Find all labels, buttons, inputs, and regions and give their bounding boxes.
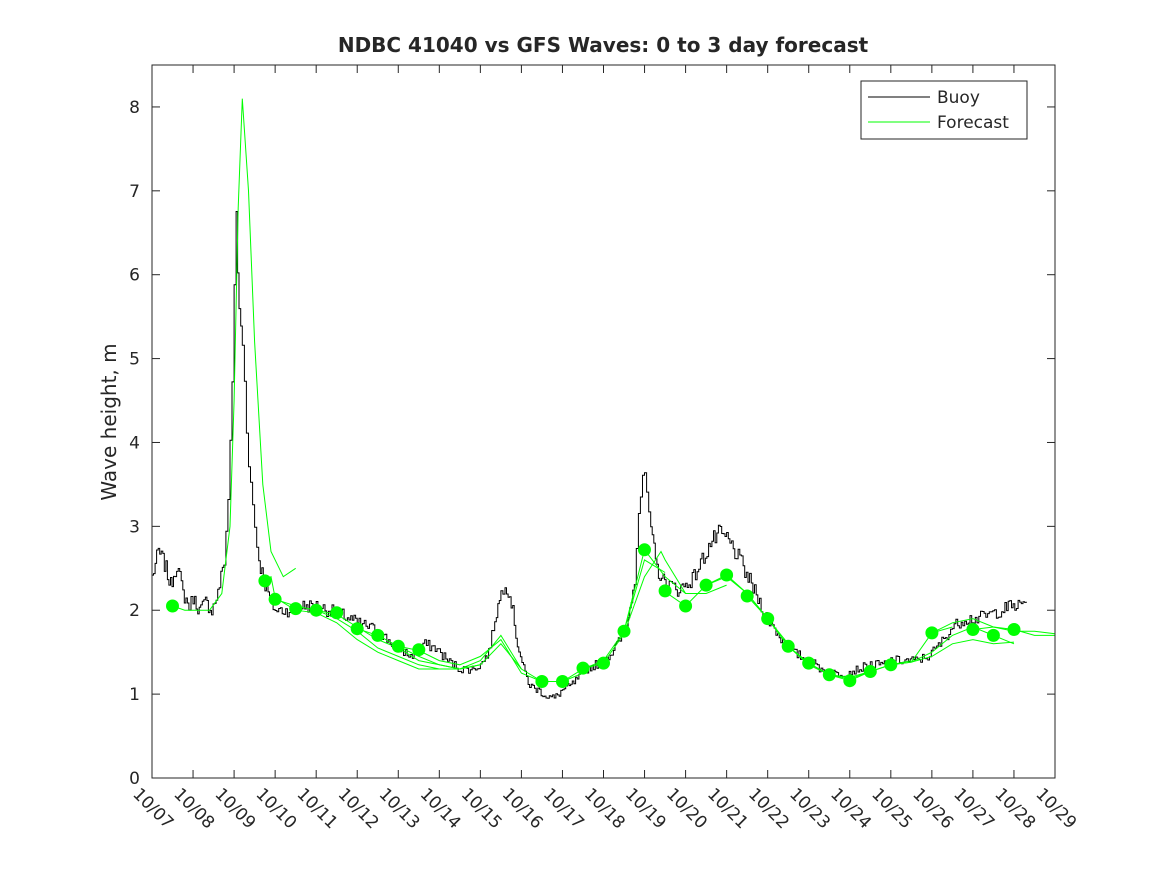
- forecast-point-29: [966, 623, 980, 636]
- x-tick-label: 10/26: [908, 784, 957, 833]
- x-tick-label: 10/22: [744, 784, 793, 833]
- y-tick-label: 8: [129, 98, 140, 118]
- forecast-point-23: [802, 656, 816, 670]
- forecast-point-9: [412, 643, 426, 657]
- forecast-point-26: [863, 665, 877, 678]
- forecast-point-27: [884, 658, 898, 672]
- series-layer: [152, 98, 1056, 699]
- x-tick-label: 10/19: [621, 784, 670, 833]
- x-tick-label: 10/23: [785, 784, 834, 833]
- y-axis-label: Wave height, m: [97, 343, 121, 500]
- forecast-point-4: [309, 603, 323, 617]
- forecast-point-21: [761, 612, 775, 626]
- forecast-run-line-2: [274, 598, 481, 670]
- forecast-point-13: [597, 656, 610, 670]
- x-tick-label: 10/29: [1031, 784, 1080, 833]
- x-tick-label: 10/08: [170, 784, 219, 833]
- forecast-point-15: [638, 543, 651, 557]
- x-tick-label: 10/20: [662, 784, 711, 833]
- x-tick-label: 10/09: [211, 784, 260, 833]
- y-tick-label: 5: [129, 350, 140, 370]
- forecast-point-25: [843, 674, 857, 688]
- forecast-run-line-4: [357, 628, 543, 682]
- x-tick-label: 10/18: [580, 784, 629, 833]
- x-tick-label: 10/10: [252, 784, 301, 833]
- forecast-point-10: [535, 675, 549, 688]
- y-tick-label: 1: [129, 685, 140, 705]
- x-tick-label: 10/17: [539, 784, 588, 833]
- y-tick-label: 6: [129, 266, 140, 286]
- forecast-run-line-3: [316, 609, 522, 670]
- forecast-point-20: [740, 589, 754, 603]
- y-tick-label: 4: [129, 433, 140, 453]
- forecast-point-17: [679, 599, 693, 613]
- x-tick-label: 10/07: [128, 784, 177, 833]
- x-tick-label: 10/11: [293, 784, 342, 833]
- forecast-point-5: [330, 606, 344, 620]
- forecast-point-22: [781, 639, 795, 653]
- forecast-point-11: [556, 675, 569, 688]
- x-tick-label: 10/13: [375, 784, 424, 833]
- forecast-point-0: [166, 599, 179, 613]
- x-tick-label: 10/21: [703, 784, 752, 833]
- forecast-point-24: [822, 668, 836, 682]
- legend-box: [860, 80, 1028, 140]
- x-tick-label: 10/16: [498, 784, 547, 833]
- x-tick-label: 10/15: [457, 784, 506, 833]
- y-tick-label: 0: [129, 769, 140, 789]
- forecast-run-line-15: [911, 639, 1015, 663]
- forecast-point-14: [617, 624, 631, 638]
- forecast-point-1: [258, 574, 272, 588]
- forecast-point-3: [289, 602, 303, 616]
- forecast-point-19: [720, 568, 734, 582]
- x-tick-label: 10/27: [949, 784, 998, 833]
- forecast-point-7: [371, 628, 385, 642]
- y-tick-label: 3: [129, 517, 140, 537]
- forecast-point-6: [350, 622, 364, 636]
- x-tick-label: 10/24: [826, 784, 875, 833]
- x-tick-label: 10/25: [867, 784, 916, 833]
- forecast-point-2: [268, 592, 282, 606]
- y-tick-label: 2: [129, 601, 140, 621]
- forecast-point-18: [699, 578, 713, 592]
- legend-buoy-label: Buoy: [937, 88, 980, 108]
- plot-area: [152, 65, 1055, 778]
- forecast-point-8: [391, 639, 405, 653]
- chart-title: NDBC 41040 vs GFS Waves: 0 to 3 day fore…: [338, 33, 869, 57]
- legend: Buoy Forecast: [860, 80, 1028, 140]
- forecast-point-16: [658, 584, 672, 598]
- x-tick-label: 10/14: [416, 784, 465, 833]
- forecast-point-12: [576, 661, 590, 675]
- x-tick-label: 10/28: [990, 784, 1039, 833]
- forecast-run-line-8: [623, 548, 727, 632]
- y-tick-label: 7: [129, 182, 140, 202]
- legend-forecast-label: Forecast: [937, 113, 1009, 133]
- x-tick-label: 10/12: [334, 784, 383, 833]
- forecast-run-line-0: [172, 98, 296, 611]
- forecast-point-31: [1007, 623, 1021, 636]
- forecast-point-28: [925, 626, 939, 640]
- forecast-point-30: [986, 628, 1000, 642]
